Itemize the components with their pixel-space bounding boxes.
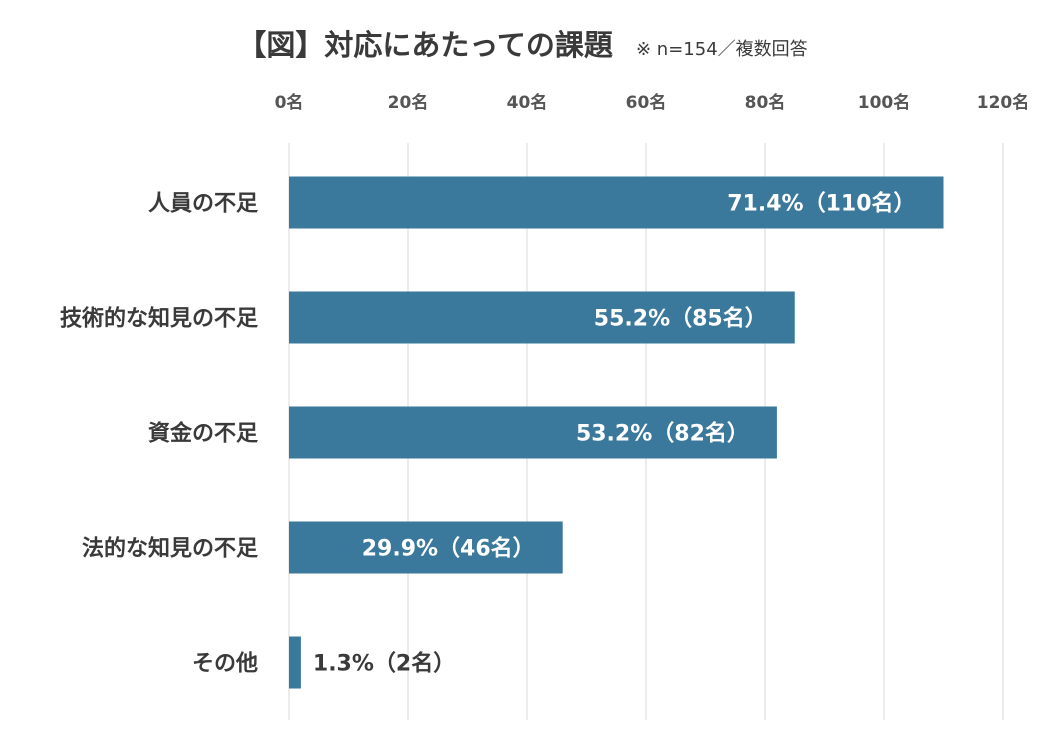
- title-block: 【図】対応にあたっての課題 ※ n=154／複数回答: [0, 22, 1045, 64]
- category-label: 人員の不足: [148, 192, 258, 217]
- data-label: 71.4%（110名）: [727, 191, 915, 217]
- bar: [289, 291, 795, 344]
- x-tick-label: 20名: [388, 92, 429, 113]
- data-label: 53.2%（82名）: [576, 421, 749, 447]
- category-label: 技術的な知見の不足: [60, 306, 258, 332]
- x-tick-label: 80名: [745, 92, 786, 113]
- category-label: 法的な知見の不足: [82, 536, 258, 562]
- x-tick-label: 40名: [507, 92, 548, 113]
- category-label: 資金の不足: [148, 421, 258, 447]
- bar: [289, 406, 777, 459]
- x-tick-label: 120名: [977, 92, 1030, 113]
- data-label: 55.2%（85名）: [594, 306, 767, 332]
- x-tick-label: 100名: [858, 92, 911, 113]
- bar: [289, 636, 301, 689]
- bar: [289, 521, 563, 574]
- chart-subtitle: ※ n=154／複数回答: [636, 39, 808, 60]
- data-label: 1.3%（2名）: [313, 651, 455, 677]
- bar: [289, 176, 944, 229]
- category-label: その他: [192, 652, 258, 677]
- x-tick-label: 60名: [626, 92, 667, 113]
- data-label: 29.9%（46名）: [362, 536, 535, 562]
- chart-title: 【図】対応にあたっての課題: [237, 28, 613, 62]
- x-tick-label: 0名: [275, 92, 304, 113]
